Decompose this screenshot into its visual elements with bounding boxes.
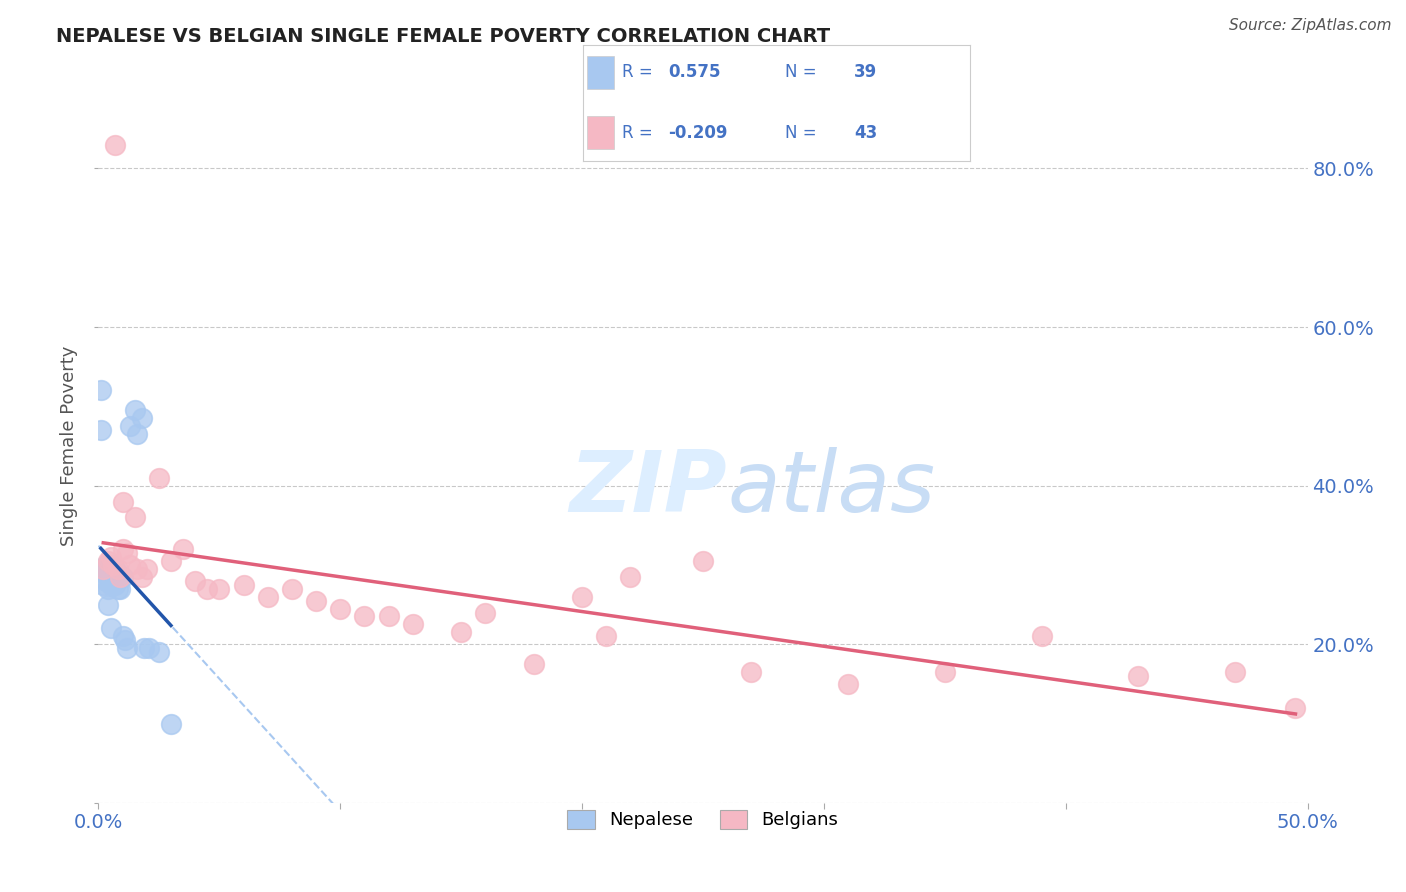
Point (127, 562, 149, 576)
Point (100, 562, 122, 576)
Text: ZIP: ZIP (569, 447, 727, 531)
Point (256, 590, 278, 604)
Point (111, 494, 134, 508)
Text: -0.209: -0.209 (669, 124, 728, 142)
Point (111, 542, 134, 557)
Point (118, 419, 141, 434)
Point (281, 582, 304, 596)
Point (107, 570, 129, 584)
Point (131, 570, 153, 584)
Point (353, 609, 375, 624)
Point (90, 423, 112, 437)
Point (523, 657, 546, 671)
Point (117, 546, 139, 560)
FancyBboxPatch shape (588, 117, 614, 149)
Point (474, 606, 496, 620)
Point (104, 570, 127, 584)
Point (104, 137, 127, 152)
Point (107, 566, 129, 580)
Point (90, 384, 112, 398)
Text: NEPALESE VS BELGIAN SINGLE FEMALE POVERTY CORRELATION CHART: NEPALESE VS BELGIAN SINGLE FEMALE POVERT… (56, 27, 831, 45)
Point (837, 677, 859, 691)
Point (94, 566, 117, 580)
Point (232, 578, 254, 592)
Text: 39: 39 (855, 63, 877, 81)
Point (450, 625, 472, 640)
Point (104, 562, 127, 576)
Point (101, 562, 124, 576)
Point (107, 562, 129, 576)
Point (101, 574, 124, 588)
Point (740, 665, 762, 679)
Point (114, 633, 136, 648)
Point (148, 645, 170, 659)
Point (124, 510, 146, 524)
Point (134, 641, 156, 656)
Point (104, 578, 127, 592)
Text: R =: R = (621, 124, 658, 142)
Point (94, 558, 117, 572)
Point (108, 570, 131, 584)
Point (692, 554, 714, 568)
Point (571, 590, 593, 604)
FancyBboxPatch shape (588, 56, 614, 88)
Legend: Nepalese, Belgians: Nepalese, Belgians (560, 803, 846, 837)
Point (1128, 669, 1150, 683)
Point (1284, 700, 1306, 714)
Text: Source: ZipAtlas.com: Source: ZipAtlas.com (1229, 18, 1392, 33)
Point (208, 582, 231, 596)
Point (118, 558, 141, 572)
Point (934, 665, 956, 679)
Point (619, 570, 641, 584)
Text: atlas: atlas (727, 447, 935, 531)
Point (108, 570, 131, 584)
Point (108, 582, 131, 596)
Point (100, 621, 122, 635)
Point (138, 641, 160, 656)
Point (1031, 629, 1053, 643)
Point (160, 716, 183, 731)
Point (148, 471, 170, 485)
Point (595, 629, 617, 643)
Point (97, 598, 120, 612)
Point (91, 562, 114, 576)
Point (111, 570, 134, 584)
Text: R =: R = (621, 63, 664, 81)
Point (107, 582, 129, 596)
Point (127, 427, 149, 442)
Point (195, 582, 218, 596)
Point (100, 570, 122, 584)
Point (117, 641, 139, 656)
Text: N =: N = (785, 63, 821, 81)
Point (184, 574, 207, 588)
Point (135, 562, 157, 576)
Point (160, 554, 183, 568)
Point (402, 617, 425, 632)
Point (100, 558, 122, 572)
Point (94, 574, 117, 588)
Y-axis label: Single Female Poverty: Single Female Poverty (60, 346, 79, 546)
Point (111, 629, 134, 643)
Point (91, 562, 114, 576)
Text: N =: N = (785, 124, 821, 142)
Point (329, 601, 352, 615)
Point (101, 558, 124, 572)
Point (305, 593, 328, 607)
Point (100, 549, 122, 564)
Text: 43: 43 (855, 124, 877, 142)
Point (94, 562, 117, 576)
Point (91, 578, 114, 592)
Point (97, 582, 120, 596)
Point (1223, 665, 1246, 679)
Text: 0.575: 0.575 (669, 63, 721, 81)
Point (97, 562, 120, 576)
Point (100, 578, 122, 592)
Point (172, 542, 194, 557)
Point (377, 609, 399, 624)
Point (124, 403, 146, 417)
Point (131, 411, 153, 425)
Point (97, 570, 120, 584)
Point (97, 554, 120, 568)
